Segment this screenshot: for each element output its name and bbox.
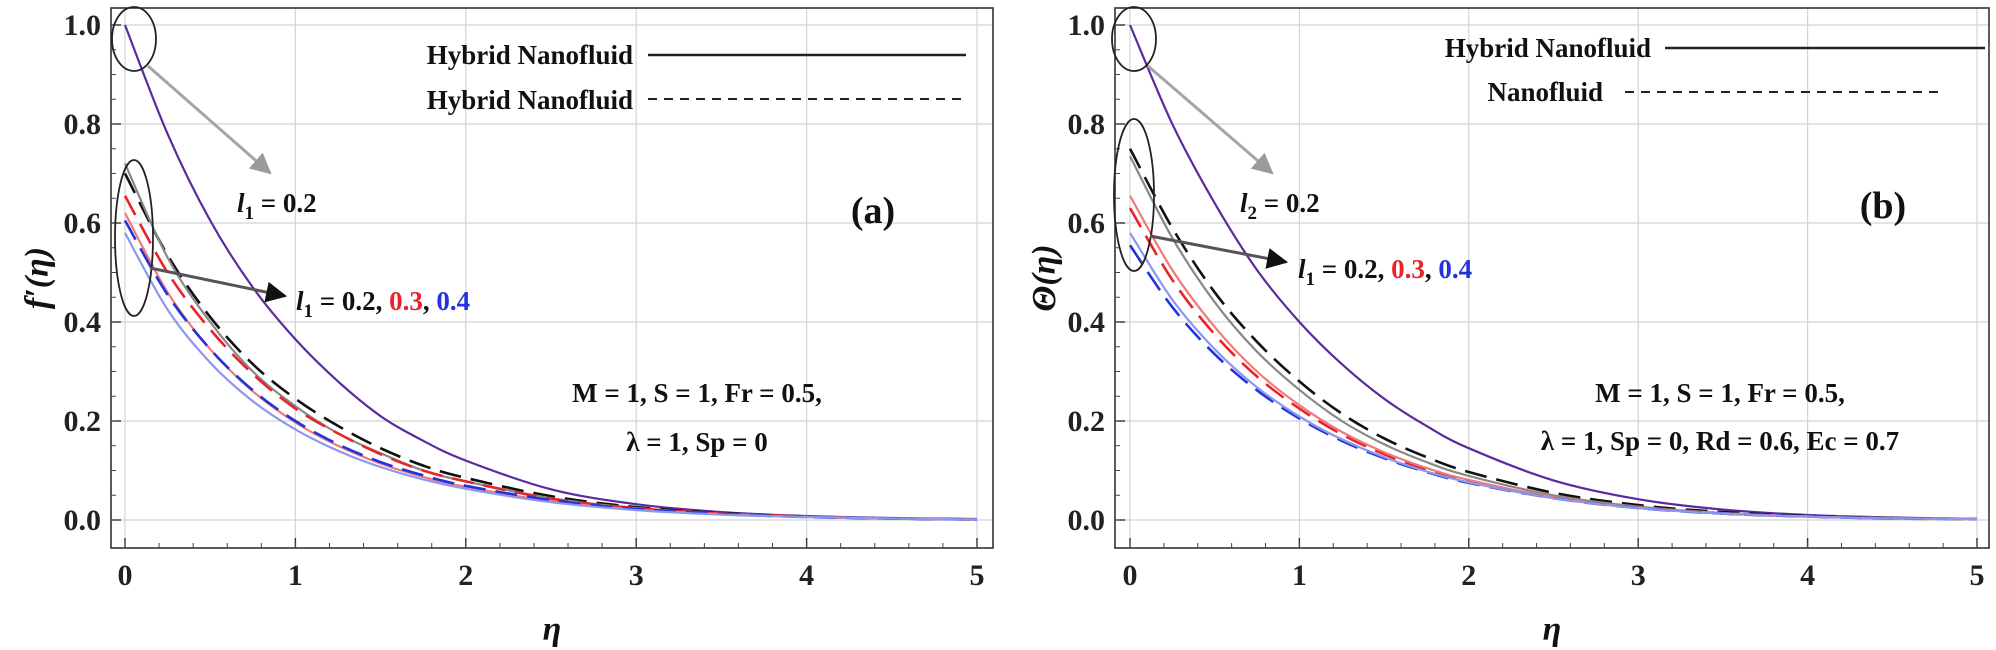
- panel-b-ytick-label-3: 0.6: [1068, 207, 1106, 240]
- panel-a-grid: [111, 8, 993, 548]
- annot-b2-v2: 0.3: [1391, 254, 1425, 284]
- panel-a-annotation-1: l1 = 0.2: [237, 188, 317, 224]
- annot-a1-text: = 0.2: [254, 188, 317, 218]
- panel-a-xlabel: η: [543, 611, 562, 648]
- panel-a-ytick-label-2: 0.4: [64, 306, 102, 339]
- panel-a-ytick-label-5: 1.0: [64, 9, 102, 42]
- panel-b-frame: [1114, 7, 1990, 549]
- panel-a-ytick-label-3: 0.6: [64, 207, 102, 240]
- panel-a-ellipse-top: [111, 6, 157, 72]
- annot-a2-sep: ,: [423, 286, 437, 316]
- panel-b-ytick-label-2: 0.4: [1068, 306, 1106, 339]
- panel-b-xtick-label-5: 5: [1970, 559, 1985, 592]
- panel-b-arrow-black: [1149, 234, 1289, 269]
- legend-a-entry-1-label: Hybrid Nanofluid: [427, 40, 633, 70]
- panel-b-legend: Hybrid Nanofluid Nanofluid: [1445, 33, 1985, 107]
- panel-a-ytick-label-1: 0.2: [64, 405, 102, 438]
- panel-b-ylabel: Θ(η): [1026, 244, 1063, 311]
- panel-a-xtick-label-1: 1: [288, 559, 303, 592]
- annot-a2-sub: 1: [304, 301, 314, 322]
- panel-b-ytick-label-4: 0.8: [1068, 108, 1106, 141]
- annot-b2-v3: 0.4: [1438, 254, 1472, 284]
- panel-a-series-1: [123, 172, 978, 521]
- panel-a-params-line-1: M = 1, S = 1, Fr = 0.5,: [572, 378, 822, 408]
- panel-a-ellipse-mid: [114, 159, 154, 317]
- panel-a-xtick-label-3: 3: [629, 559, 644, 592]
- panel-a-arrow-gray: [147, 64, 272, 175]
- panel-b-ytick-label-0: 0.0: [1068, 504, 1106, 537]
- annot-b1-sub: 2: [1248, 203, 1258, 224]
- annot-a2-sym: l: [296, 286, 304, 316]
- annot-a1-sym: l: [237, 188, 245, 218]
- panel-b-xtick-label-2: 2: [1461, 559, 1476, 592]
- panel-b-series-6: [1129, 232, 1978, 521]
- annot-b2-prefix: = 0.2,: [1315, 254, 1391, 284]
- panel-a-ylabel: f′(η): [19, 247, 56, 309]
- panel-a-arrow-black: [149, 266, 288, 303]
- panel-b-series: [1128, 24, 1978, 521]
- panel-a-series-4: [124, 212, 978, 521]
- panel-a-series: [123, 24, 978, 521]
- annot-b2-sym: l: [1298, 254, 1306, 284]
- annot-a2-prefix: = 0.2,: [313, 286, 389, 316]
- panel-b-xtick-label-0: 0: [1123, 559, 1138, 592]
- panel-b: 0 1 2 3 4 5 0.0 0.2 0.4 0.6 0.8 1.0 Hybrid Nanoflui…: [1026, 6, 1990, 648]
- panel-b-ytick-label-1: 0.2: [1068, 405, 1106, 438]
- panel-a-tag: (a): [851, 190, 895, 232]
- annot-a2-v3: 0.4: [436, 286, 470, 316]
- panel-b-ticks: 0 1 2 3 4 5 0.0 0.2 0.4 0.6 0.8 1.0: [1068, 9, 1985, 592]
- panel-b-annotation-2: l1 = 0.2, 0.3, 0.4: [1298, 254, 1472, 290]
- panel-b-xtick-label-1: 1: [1292, 559, 1307, 592]
- panel-b-ytick-label-5: 1.0: [1068, 9, 1106, 42]
- panel-b-params-line-1: M = 1, S = 1, Fr = 0.5,: [1595, 378, 1845, 408]
- panel-b-arrow-gray: [1147, 64, 1274, 175]
- panel-a-xtick-label-5: 5: [970, 559, 985, 592]
- panel-b-tag: (b): [1860, 185, 1906, 227]
- panel-b-annotation-1: l2 = 0.2: [1240, 188, 1320, 224]
- panel-a-legend: Hybrid Nanofluid Hybrid Nanofluid: [427, 40, 966, 115]
- panel-a-series-6: [124, 232, 978, 521]
- panel-a-ticks: 0 1 2 3 4 5 0.0 0.2 0.4 0.6 0.8 1.0: [64, 9, 985, 592]
- panel-b-xtick-label-4: 4: [1800, 559, 1815, 592]
- panel-a-frame: [110, 7, 994, 549]
- legend-b-entry-2-label: Nanofluid: [1487, 77, 1603, 107]
- panel-b-ellipse-mid: [1113, 118, 1155, 272]
- legend-b-entry-1-label: Hybrid Nanofluid: [1445, 33, 1651, 63]
- annot-b2-sep: ,: [1425, 254, 1439, 284]
- annot-a1-sub: 1: [245, 203, 255, 224]
- panel-a-xtick-label-2: 2: [458, 559, 473, 592]
- panel-b-grid: [1115, 8, 1989, 548]
- panel-a: 0 1 2 3 4 5 0.0 0.2 0.4 0.6 0.8 1.0 Hybrid Nanoflui…: [19, 6, 994, 648]
- legend-a-entry-2-label: Hybrid Nanofluid: [427, 85, 633, 115]
- panel-a-annotation-2: l1 = 0.2, 0.3, 0.4: [296, 286, 470, 322]
- panel-a-xtick-label-0: 0: [118, 559, 133, 592]
- panel-a-ytick-label-0: 0.0: [64, 504, 102, 537]
- panel-a-params-line-2: λ = 1, Sp = 0: [626, 427, 768, 457]
- panel-a-ytick-label-4: 0.8: [64, 108, 102, 141]
- panel-b-series-4: [1129, 195, 1978, 521]
- panel-a-xtick-label-4: 4: [799, 559, 814, 592]
- annot-b2-sub: 1: [1306, 269, 1316, 290]
- panel-b-series-5: [1128, 244, 1978, 521]
- panel-b-series-3: [1128, 207, 1978, 521]
- panel-b-params-line-2: λ = 1, Sp = 0, Rd = 0.6, Ec = 0.7: [1541, 426, 1899, 456]
- annot-b1-text: = 0.2: [1257, 188, 1320, 218]
- annot-b1-sym: l: [1240, 188, 1248, 218]
- panel-b-xtick-label-3: 3: [1631, 559, 1646, 592]
- panel-a-series-3: [123, 195, 978, 521]
- panel-b-ellipse-top: [1111, 6, 1157, 72]
- panel-b-xlabel: η: [1543, 611, 1562, 648]
- annot-a2-v2: 0.3: [389, 286, 423, 316]
